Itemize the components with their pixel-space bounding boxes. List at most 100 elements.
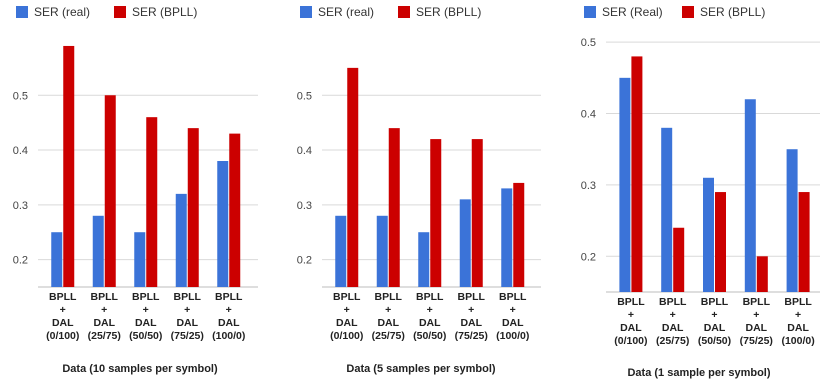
legend-label-2: SER (BPLL): [416, 5, 481, 19]
x-category-label: DAL: [176, 317, 198, 329]
legend-swatch-1: [300, 6, 312, 18]
y-tick-label: 0.2: [581, 251, 596, 263]
legend-label-1: SER (real): [318, 5, 374, 19]
x-axis-title: Data (5 samples per symbol): [346, 363, 496, 375]
x-category-label: (50/50): [698, 335, 731, 347]
x-category-label: (25/75): [372, 330, 405, 342]
bar-real-2: [661, 127, 673, 292]
x-category-label: BPLL: [659, 296, 687, 308]
bar-bpll-5: [798, 192, 810, 292]
x-category-label: BPLL: [743, 296, 771, 308]
y-tick-label: 0.4: [13, 145, 28, 157]
bar-real-2: [376, 215, 388, 287]
legend-swatch-1: [584, 6, 596, 18]
bar-bpll-1: [347, 67, 359, 287]
x-category-label: DAL: [620, 322, 642, 334]
x-category-label: BPLL: [132, 291, 160, 303]
y-tick-label: 0.5: [581, 37, 596, 49]
x-category-label: DAL: [135, 317, 157, 329]
x-category-label: (25/75): [88, 330, 121, 342]
bar-bpll-3: [146, 117, 158, 287]
bar-bpll-5: [229, 133, 241, 287]
x-category-label: DAL: [218, 317, 240, 329]
bar-bpll-3: [430, 139, 442, 287]
x-category-label: DAL: [704, 322, 726, 334]
legend-label-1: SER (Real): [602, 5, 663, 19]
x-axis-title: Data (1 sample per symbol): [627, 367, 770, 379]
x-category-label: BPLL: [333, 291, 361, 303]
bar-bpll-2: [673, 227, 685, 292]
x-category-label: +: [344, 304, 350, 316]
x-category-label: (50/50): [129, 330, 162, 342]
legend-swatch-2: [682, 6, 694, 18]
legend-label-1: SER (real): [34, 5, 90, 19]
x-category-label: +: [226, 304, 232, 316]
y-tick-label: 0.4: [581, 109, 596, 121]
x-category-label: BPLL: [499, 291, 527, 303]
legend-swatch-2: [398, 6, 410, 18]
x-category-label: (100/0): [781, 335, 814, 347]
bar-real-3: [418, 232, 430, 287]
bar-real-1: [619, 77, 631, 292]
x-category-label: DAL: [662, 322, 684, 334]
x-category-label: DAL: [746, 322, 768, 334]
x-category-label: (100/0): [212, 330, 245, 342]
bar-bpll-5: [513, 182, 525, 287]
x-category-label: (75/25): [171, 330, 204, 342]
x-axis-title: Data (10 samples per symbol): [62, 363, 218, 375]
x-category-label: BPLL: [91, 291, 119, 303]
x-category-label: (25/75): [656, 335, 689, 347]
x-category-label: BPLL: [617, 296, 645, 308]
legend-swatch-1: [16, 6, 28, 18]
x-category-label: (100/0): [496, 330, 529, 342]
x-category-label: DAL: [460, 317, 482, 329]
x-category-label: BPLL: [375, 291, 403, 303]
bar-bpll-1: [631, 56, 643, 292]
x-category-label: BPLL: [458, 291, 486, 303]
x-category-label: +: [60, 304, 66, 316]
bar-bpll-4: [756, 256, 768, 292]
x-category-label: +: [510, 304, 516, 316]
x-category-label: DAL: [52, 317, 74, 329]
x-category-label: +: [184, 304, 190, 316]
chart-panel-1: SER (real) SER (BPLL)0.20.30.40.5BPLL+DAL…: [13, 5, 258, 375]
x-category-label: +: [427, 304, 433, 316]
y-tick-label: 0.4: [297, 145, 312, 157]
x-category-label: (50/50): [413, 330, 446, 342]
x-category-label: DAL: [419, 317, 441, 329]
x-category-label: BPLL: [784, 296, 812, 308]
y-tick-label: 0.3: [13, 200, 28, 212]
chart-panel-3: SER (Real) SER (BPLL)0.20.30.40.5BPLL+DAL…: [581, 5, 820, 379]
x-category-label: DAL: [502, 317, 524, 329]
legend-swatch-2: [114, 6, 126, 18]
bar-bpll-2: [104, 95, 116, 288]
bar-bpll-2: [388, 128, 400, 287]
x-category-label: BPLL: [174, 291, 202, 303]
chart-panel-2: SER (real) SER (BPLL)0.20.30.40.5BPLL+DAL…: [297, 5, 541, 375]
bar-bpll-4: [471, 139, 483, 287]
bar-real-4: [459, 199, 471, 287]
bar-real-5: [501, 188, 513, 287]
y-tick-label: 0.5: [297, 90, 312, 102]
bar-real-5: [217, 161, 229, 287]
x-category-label: DAL: [93, 317, 115, 329]
x-category-label: +: [711, 309, 717, 321]
x-category-label: BPLL: [49, 291, 77, 303]
bar-real-1: [335, 215, 347, 287]
x-category-label: (0/100): [614, 335, 647, 347]
y-tick-label: 0.5: [13, 90, 28, 102]
x-category-label: DAL: [336, 317, 358, 329]
bar-real-4: [744, 99, 756, 292]
x-category-label: BPLL: [215, 291, 243, 303]
y-tick-label: 0.2: [297, 255, 312, 267]
bar-real-2: [92, 215, 104, 287]
x-category-label: +: [628, 309, 634, 321]
y-tick-label: 0.3: [581, 180, 596, 192]
legend-label-2: SER (BPLL): [700, 5, 765, 19]
x-category-label: (0/100): [330, 330, 363, 342]
x-category-label: +: [385, 304, 391, 316]
x-category-label: +: [468, 304, 474, 316]
x-category-label: +: [143, 304, 149, 316]
